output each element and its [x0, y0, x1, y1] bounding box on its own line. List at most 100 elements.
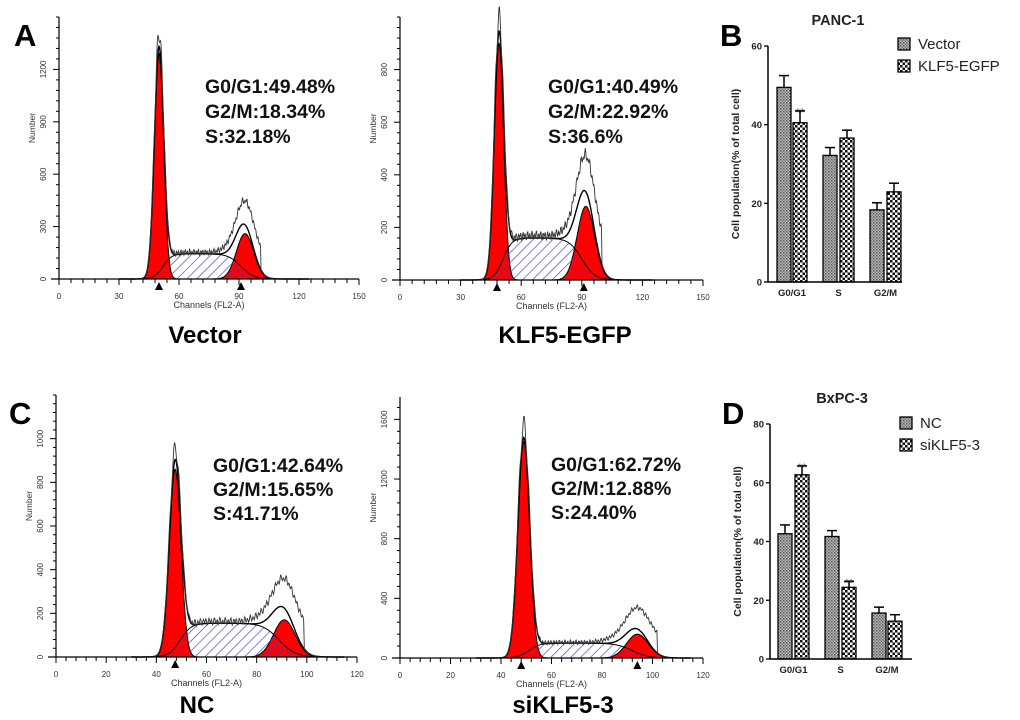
peak-marker-triangle	[237, 282, 245, 290]
category-label: S	[837, 665, 843, 676]
category-label: G2/M	[874, 288, 897, 299]
phase-percentage-label: S:41.71%	[213, 503, 299, 525]
y-tick-label: 1200	[380, 470, 389, 488]
peak-marker-triangle	[579, 283, 588, 291]
phase-percentage-label: S:24.40%	[551, 502, 637, 524]
bar-nc-g0-g1	[777, 533, 793, 660]
x-tick-label: 80	[252, 670, 261, 679]
y-tick-label: 60	[753, 478, 764, 489]
x-tick-label: 90	[577, 293, 586, 302]
phase-percentage-label: G0/G1:62.72%	[551, 454, 681, 476]
phase-percentage-label: G0/G1:42.64%	[213, 455, 343, 477]
significance-marker: **	[798, 462, 807, 474]
x-axis-label: Channels (FL2-A)	[516, 679, 587, 689]
category-label: G0/G1	[778, 288, 807, 299]
legend-swatch	[899, 438, 913, 452]
bar-siklf5-3-g0-g1	[794, 474, 810, 660]
y-tick-label: 1200	[39, 60, 48, 78]
x-tick-label: 60	[517, 293, 526, 302]
category-label: G0/G1	[780, 665, 809, 676]
panel-letter-a: A	[14, 18, 36, 53]
y-tick-label: 400	[380, 591, 389, 605]
histogram-siklf5-3: 0 20 40 60 80 100 120040080012001600NumberChan…	[368, 397, 710, 719]
y-tick-label: 40	[753, 537, 764, 548]
phase-percentage-label: G0/G1:49.48%	[205, 76, 335, 98]
phase-percentage-label: S:36.6%	[548, 126, 623, 148]
x-tick-label: 120	[636, 293, 650, 302]
bar-chart-title: PANC-1	[812, 13, 865, 29]
histogram-nc: 0 20 40 60 80 100 120 0 200 400 600 800 1000 Number Ch…	[24, 394, 364, 719]
bar-nc-s	[824, 535, 840, 660]
y-tick-label: 0	[757, 278, 762, 289]
histogram-title: Vector	[168, 322, 241, 349]
x-tick-label: 0	[398, 293, 403, 302]
y-tick-label: 300	[39, 219, 48, 233]
legend-label: siKLF5-3	[920, 437, 980, 454]
legend-swatch	[897, 59, 911, 73]
x-tick-label: 90	[235, 292, 244, 301]
raw-data-curve	[475, 415, 691, 659]
phase-percentage-label: G2/M:18.34%	[205, 101, 325, 123]
y-tick-label: 0	[36, 654, 45, 659]
y-axis-label: Number	[27, 113, 37, 143]
x-axis-label: Channels (FL2-A)	[173, 300, 244, 310]
x-tick-label: 20	[446, 671, 455, 680]
raw-data-curve	[119, 34, 309, 280]
x-axis-label: Channels (FL2-A)	[516, 301, 587, 311]
histogram-title: KLF5-EGFP	[498, 322, 631, 349]
panel-letter-b: B	[720, 18, 742, 53]
y-tick-label: 600	[36, 519, 45, 533]
bar-vector-s	[822, 154, 838, 283]
panel-letter-d: D	[722, 396, 744, 431]
y-tick-label: 60	[751, 42, 762, 53]
y-tick-label: 40	[751, 120, 762, 131]
y-tick-label: 80	[753, 420, 764, 431]
legend-label: NC	[920, 415, 942, 432]
histogram-title: siKLF5-3	[512, 692, 613, 719]
x-tick-label: 40	[152, 670, 161, 679]
y-tick-label: 0	[380, 277, 389, 282]
y-tick-label: 800	[36, 475, 45, 489]
x-tick-label: 120	[292, 292, 306, 301]
bar-siklf5-3-s	[841, 586, 857, 660]
bar-chart-title: BxPC-3	[816, 391, 868, 407]
histogram-vector: 0 30 60 90 120 150 0 300 600 900 1200 Number Channel…	[27, 16, 366, 349]
y-tick-label: 200	[36, 606, 45, 620]
x-tick-label: 60	[202, 670, 211, 679]
significance-marker: **	[796, 107, 805, 119]
y-tick-label: 900	[39, 115, 48, 129]
x-tick-label: 150	[696, 293, 710, 302]
legend-label: Vector	[918, 36, 961, 53]
y-axis-label: Cell population(% of total cell)	[730, 89, 742, 240]
bar-nc-g2-m	[871, 612, 887, 660]
x-tick-label: 80	[598, 671, 607, 680]
category-label: S	[835, 288, 841, 299]
peak-marker-triangle	[517, 661, 526, 669]
x-tick-label: 120	[350, 670, 364, 679]
x-tick-label: 150	[352, 292, 366, 301]
charts-layer: 0 30 60 90 120 15003006009001200NumberChannel…	[24, 6, 1000, 719]
phase-percentage-label: G2/M:15.65%	[213, 479, 333, 501]
bar-siklf5-3-g2-m	[887, 620, 903, 660]
y-axis-label: Number	[24, 491, 34, 521]
peak-marker-triangle	[155, 282, 163, 290]
x-tick-label: 30	[456, 293, 465, 302]
y-tick-label: 0	[39, 276, 48, 281]
x-tick-label: 0	[57, 292, 62, 301]
bar-klf5-egfp-g2-m	[886, 191, 902, 283]
histogram-title: NC	[180, 692, 215, 719]
bar-klf5-egfp-s	[839, 137, 855, 283]
y-tick-label: 800	[380, 531, 389, 545]
y-axis-label: Cell population(% of total cell)	[732, 466, 744, 617]
peak-marker-triangle	[492, 283, 501, 291]
phase-percentage-label: G0/G1:40.49%	[548, 76, 678, 98]
category-label: G2/M	[875, 665, 898, 676]
peak-marker-triangle	[633, 661, 642, 669]
bar-chart-bxpc-3: ** ** 0 20 40 60 80 G0/G1 S G2/M Cell population(%…	[732, 391, 980, 676]
y-tick-label: 200	[380, 220, 389, 234]
legend-swatch	[899, 416, 913, 430]
x-tick-label: 60	[547, 671, 556, 680]
phase-percentage-label: G2/M:22.92%	[548, 101, 668, 123]
legend-label: KLF5-EGFP	[918, 58, 1000, 75]
